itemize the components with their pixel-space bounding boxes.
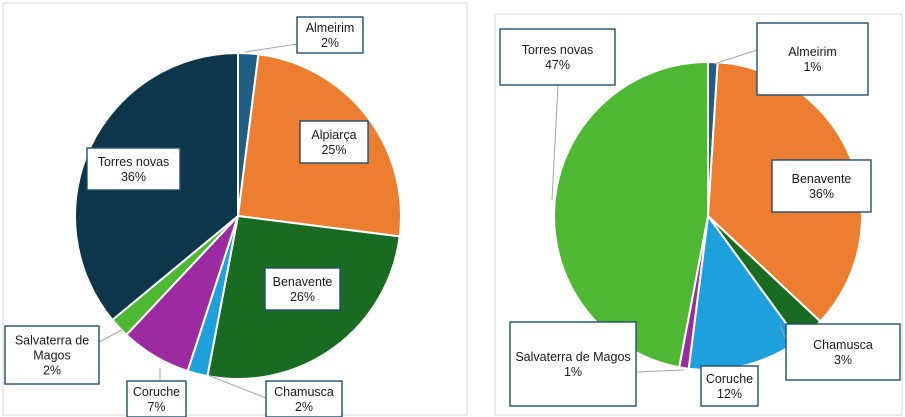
data-label-category: Salvaterra de Magos [515, 350, 630, 364]
data-label-coruche: Coruche 12% [700, 365, 759, 407]
data-label-salvaterra-de-magos: Salvaterra de Magos 1% [509, 321, 637, 407]
data-label-value: 36% [809, 187, 834, 201]
data-label-value: 36% [121, 170, 146, 184]
data-label-category: Alpiarça [311, 128, 356, 142]
data-label-box [509, 321, 637, 407]
data-label-box [499, 28, 616, 86]
data-label-category: Torres novas [98, 155, 170, 169]
leader-line-salvaterra-de-magos [635, 369, 685, 373]
leader-line-chamusca [209, 375, 267, 399]
data-label-value: 7% [147, 400, 165, 414]
data-label-text: Chamusca 3% [813, 338, 873, 367]
data-label-category: Chamusca [274, 385, 334, 399]
data-label-text: Coruche 12% [706, 372, 753, 401]
data-label-box [299, 120, 369, 164]
data-label-box [771, 159, 872, 213]
data-label-box [86, 147, 181, 191]
data-label-category: Chamusca [813, 338, 873, 352]
data-label-box [265, 380, 343, 417]
data-label-value: 1% [803, 60, 821, 74]
data-label-almeirim: Almeirim 2% [296, 16, 364, 54]
data-label-category: Benavente [792, 172, 852, 186]
data-label-box [296, 16, 364, 54]
data-label-category: Salvaterra de [15, 334, 89, 348]
leader-line-almeirim [244, 43, 298, 53]
data-label-category: Coruche [706, 372, 753, 386]
data-label-almeirim: Almeirim 1% [756, 22, 869, 96]
data-label-torres-novas: Torres novas 47% [499, 28, 616, 86]
leader-line-chamusca [779, 324, 787, 341]
data-label-category: Torres novas [522, 43, 594, 57]
data-label-category: Almeirim [788, 45, 837, 59]
data-label-box [264, 267, 341, 311]
data-label-text: Benavente 36% [792, 172, 852, 201]
data-label-value: 47% [545, 58, 570, 72]
data-label-chamusca: Chamusca 2% [265, 380, 343, 417]
data-label-box [4, 325, 100, 385]
data-label-text: Coruche 7% [133, 385, 180, 414]
data-label-category: Magos [33, 349, 71, 363]
leader-line-torres-novas [551, 84, 559, 201]
data-label-salvaterra-de-magos: Salvaterra de Magos 2% [4, 325, 100, 385]
data-label-text: Almeirim 2% [306, 21, 355, 50]
data-label-alpiarca: Alpiarça 25% [299, 120, 369, 164]
data-label-category: Almeirim [306, 21, 355, 35]
data-label-coruche: Coruche 7% [126, 380, 187, 417]
data-label-value: 2% [295, 400, 313, 414]
data-label-text: Almeirim 1% [788, 45, 837, 74]
data-label-text: Torres novas 47% [522, 43, 594, 72]
pie-chart-right: Almeirim 1%Benavente 36%Chamusca 3%Coruche 1… [499, 22, 901, 407]
data-label-category: Coruche [133, 385, 180, 399]
data-label-benavente: Benavente 26% [264, 267, 341, 311]
data-label-value: 2% [43, 364, 61, 378]
data-label-value: 25% [321, 143, 346, 157]
data-label-value: 1% [564, 365, 582, 379]
data-label-box [785, 323, 901, 381]
data-label-text: Chamusca 2% [274, 385, 334, 414]
data-label-value: 2% [321, 36, 339, 50]
data-label-value: 3% [834, 353, 852, 367]
leader-line-salvaterra-de-magos [98, 329, 123, 343]
data-label-text: Torres novas 36% [98, 155, 170, 184]
data-label-text: Benavente 26% [273, 275, 333, 304]
data-label-text: Salvaterra de Magos 2% [15, 334, 89, 378]
data-label-box [756, 22, 869, 96]
data-label-text: Alpiarça 25% [311, 128, 356, 157]
data-label-benavente: Benavente 36% [771, 159, 872, 213]
data-label-chamusca: Chamusca 3% [785, 323, 901, 381]
pie-chart-left: Almeirim 2%Alpiarça 25%Benavente 26%Chamusc… [4, 16, 402, 417]
data-label-value: 12% [717, 387, 742, 401]
data-label-box [126, 380, 187, 417]
data-label-value: 26% [290, 290, 315, 304]
data-label-box [700, 365, 759, 407]
data-label-text: Salvaterra de Magos 1% [515, 350, 630, 379]
leader-line-almeirim [713, 49, 758, 65]
data-label-torres-novas: Torres novas 36% [86, 147, 181, 191]
data-label-category: Benavente [273, 275, 333, 289]
